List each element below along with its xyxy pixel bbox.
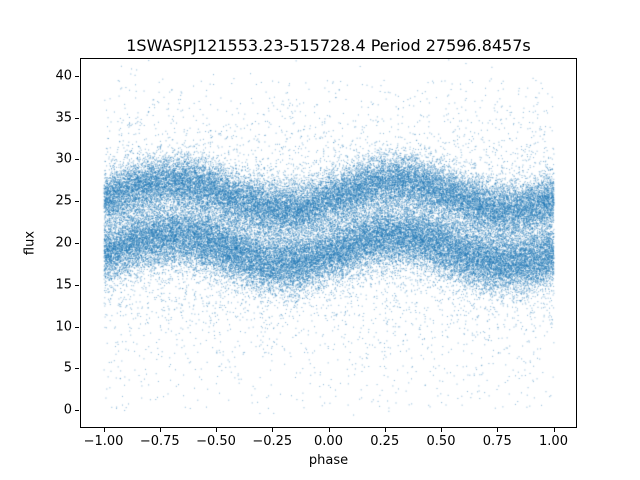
- x-tick-mark: [159, 428, 161, 432]
- x-tick-mark: [216, 428, 217, 432]
- x-tick-label: −1.00: [83, 434, 124, 449]
- y-tick-label: 35: [55, 110, 72, 126]
- y-tick-label: 5: [63, 360, 72, 376]
- x-tick-mark: [103, 428, 105, 432]
- y-tick-label: 10: [55, 319, 72, 335]
- x-tick-mark: [553, 428, 555, 432]
- y-tick-mark: [75, 368, 79, 370]
- y-tick-mark: [75, 326, 79, 328]
- x-axis-label: phase: [308, 453, 349, 468]
- y-tick-mark: [75, 117, 79, 119]
- x-tick-label: −0.75: [139, 434, 180, 449]
- x-tick-label: −0.25: [252, 434, 293, 449]
- x-tick-label: −0.50: [196, 434, 236, 449]
- x-tick-label: 0.25: [370, 434, 400, 449]
- y-axis-label: flux: [22, 230, 38, 256]
- y-tick-mark: [75, 410, 79, 412]
- x-tick-label: 0.75: [482, 434, 512, 449]
- y-tick-label: 20: [55, 235, 72, 251]
- y-tick-mark: [75, 284, 79, 286]
- y-tick-mark: [75, 243, 79, 244]
- x-tick-mark: [497, 428, 499, 432]
- x-tick-mark: [384, 428, 386, 432]
- scatter-canvas: [81, 59, 576, 427]
- y-tick-label: 40: [55, 68, 72, 84]
- x-tick-mark: [441, 428, 442, 432]
- y-tick-label: 25: [55, 193, 72, 209]
- x-tick-label: 1.00: [539, 434, 568, 449]
- y-tick-mark: [75, 159, 79, 161]
- x-tick-label: 0.50: [426, 434, 456, 449]
- y-tick-mark: [75, 201, 79, 203]
- y-tick-label: 15: [55, 277, 72, 293]
- chart-title: 1SWASPJ121553.23-515728.4 Period 27596.8…: [126, 36, 531, 55]
- x-tick-mark: [328, 428, 330, 432]
- y-tick-label: 30: [55, 151, 72, 167]
- y-tick-mark: [75, 75, 79, 77]
- x-tick-label: 0.00: [314, 434, 343, 449]
- plot-area: [80, 58, 577, 428]
- y-tick-label: 0: [63, 402, 72, 418]
- x-tick-mark: [272, 428, 274, 432]
